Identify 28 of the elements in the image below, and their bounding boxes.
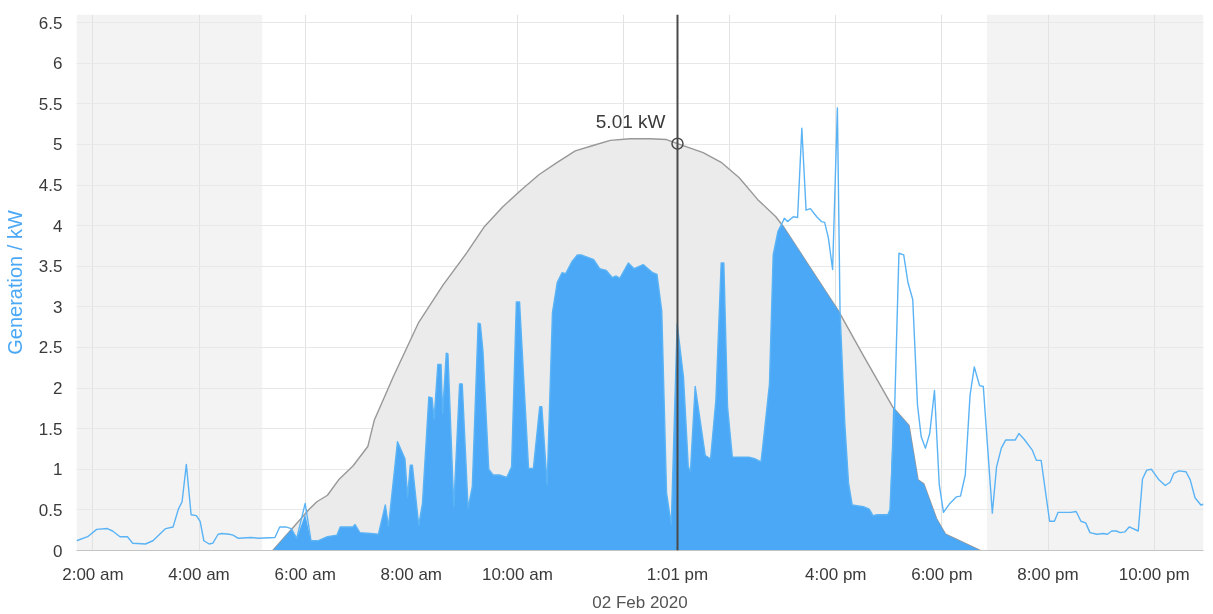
x-tick-label: 6:00 pm [911, 564, 973, 584]
x-tick-label: 8:00 am [380, 564, 443, 584]
x-tick-label: 4:00 pm [805, 564, 867, 584]
y-tick-label: 4 [53, 216, 63, 236]
y-tick-label: 5 [53, 135, 63, 155]
y-tick-label: 2 [53, 379, 63, 399]
y-tick-label: 6 [53, 54, 63, 74]
x-axis-title: 02 Feb 2020 [592, 592, 688, 612]
y-tick-label: 0.5 [38, 500, 63, 520]
x-tick-label: 1:01 pm [646, 564, 709, 584]
x-tick-label: 6:00 am [274, 564, 336, 584]
y-tick-label: 1.5 [38, 419, 63, 439]
x-tick-label: 4:00 am [168, 564, 230, 584]
y-tick-label: 5.5 [38, 94, 63, 114]
x-tick-label: 2:00 am [62, 564, 124, 584]
y-tick-label: 3.5 [38, 257, 63, 277]
y-tick-label: 0 [53, 541, 63, 561]
x-tick-label: 10:00 pm [1118, 564, 1190, 584]
y-tick-label: 4.5 [38, 176, 63, 196]
y-tick-label: 3 [53, 297, 63, 317]
x-tick-label: 10:00 am [481, 564, 553, 584]
annotation: 5.01 kW [595, 110, 666, 132]
y-tick-label: 2.5 [38, 338, 63, 358]
y-tick-label: 1 [53, 460, 63, 480]
x-tick-label: 8:00 pm [1017, 564, 1079, 584]
y-axis-title: Generation / kW [3, 210, 26, 355]
y-tick-label: 6.5 [38, 13, 63, 33]
line-series [76, 107, 1204, 545]
